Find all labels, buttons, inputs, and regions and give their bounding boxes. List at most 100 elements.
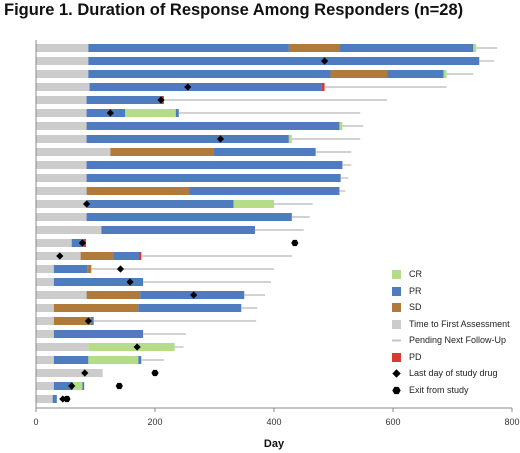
patient-row bbox=[36, 96, 388, 104]
segment-pr bbox=[82, 382, 85, 390]
patient-row bbox=[36, 265, 274, 273]
legend-hexagon-icon bbox=[392, 386, 401, 394]
patient-row bbox=[36, 200, 313, 208]
legend-swatch-shape bbox=[392, 303, 401, 312]
last-dose-marker bbox=[190, 291, 198, 299]
segment-tfa bbox=[36, 96, 87, 104]
legend-label: Time to First Assessment bbox=[409, 318, 510, 329]
segment-pr bbox=[88, 57, 480, 65]
legend-swatch-cr bbox=[392, 270, 401, 279]
legend-label: Pending Next Follow-Up bbox=[409, 335, 507, 345]
patient-row bbox=[36, 304, 258, 312]
last-dose-marker bbox=[84, 317, 92, 325]
exit-marker bbox=[63, 395, 71, 403]
segment-tfa bbox=[36, 343, 89, 351]
segment-cr bbox=[288, 135, 292, 143]
x-tick-label: 400 bbox=[266, 417, 281, 427]
patient-row bbox=[36, 356, 164, 364]
segment-pr bbox=[88, 70, 331, 78]
legend-label: SD bbox=[409, 302, 422, 312]
segment-pr bbox=[138, 304, 242, 312]
segment-sd bbox=[86, 187, 190, 195]
segment-sd bbox=[80, 252, 114, 260]
segment-cr bbox=[125, 109, 176, 117]
last-dose-marker bbox=[68, 382, 76, 390]
patient-row bbox=[36, 278, 272, 286]
legend-swatch-exit bbox=[392, 386, 401, 394]
last-dose-marker bbox=[320, 57, 329, 65]
segment-pr bbox=[86, 96, 161, 104]
figure-title: Figure 1. Duration of Response Among Res… bbox=[4, 1, 464, 19]
segment-pr bbox=[88, 44, 289, 52]
segment-tfa bbox=[36, 174, 87, 182]
patient-row bbox=[36, 291, 266, 299]
segment-pr bbox=[86, 161, 343, 169]
x-axis-title: Day bbox=[264, 438, 285, 450]
legend-swatch-shape bbox=[392, 270, 401, 279]
segment-pr bbox=[86, 200, 234, 208]
segment-tfa bbox=[36, 239, 72, 247]
segment-pr bbox=[71, 239, 84, 247]
segment-pr bbox=[89, 83, 322, 91]
segment-cr bbox=[72, 382, 83, 390]
segment-pr bbox=[86, 122, 340, 130]
last-dose-marker bbox=[106, 109, 114, 117]
segment-tfa bbox=[36, 291, 87, 299]
legend-swatch-sd bbox=[392, 303, 401, 312]
segment-sd bbox=[288, 44, 340, 52]
patient-row bbox=[36, 213, 310, 221]
patient-row bbox=[36, 330, 186, 338]
segment-pr bbox=[213, 148, 316, 156]
patient-row bbox=[36, 187, 346, 195]
patient-row bbox=[36, 70, 474, 78]
patient-row bbox=[36, 317, 257, 325]
x-tick-label: 200 bbox=[147, 417, 162, 427]
legend-swatch-shape bbox=[392, 286, 401, 296]
segment-tfa bbox=[36, 44, 89, 52]
segment-tfa bbox=[36, 161, 87, 169]
last-dose-marker bbox=[133, 343, 141, 351]
legend-label: PD bbox=[409, 351, 422, 362]
segment-tfa bbox=[36, 148, 111, 156]
segment-tfa bbox=[36, 57, 89, 65]
patient-row bbox=[36, 369, 103, 377]
patient-row bbox=[36, 226, 304, 234]
segment-pd bbox=[138, 252, 142, 260]
last-dose-marker bbox=[216, 135, 225, 143]
segment-tfa bbox=[36, 109, 87, 117]
legend-swatch-pr bbox=[392, 286, 401, 296]
x-axis: 0 200 400 600 800 Day bbox=[33, 40, 520, 450]
legend-label: CR bbox=[409, 269, 422, 279]
segment-tfa bbox=[36, 226, 102, 234]
segment-tfa bbox=[36, 70, 89, 78]
bar-area bbox=[36, 44, 498, 403]
patient-row bbox=[36, 57, 495, 65]
segment-tfa bbox=[36, 122, 87, 130]
segment-pr bbox=[138, 356, 142, 364]
segment-pr bbox=[175, 109, 179, 117]
segment-pr bbox=[90, 317, 94, 325]
segment-tfa bbox=[36, 382, 54, 390]
segment-cr bbox=[443, 70, 447, 78]
patient-row bbox=[36, 161, 352, 169]
segment-sd bbox=[110, 148, 214, 156]
segment-cr bbox=[88, 356, 139, 364]
patient-row bbox=[36, 135, 361, 143]
segment-tfa bbox=[36, 213, 87, 221]
legend-swatch-pd bbox=[392, 352, 401, 362]
segment-pr bbox=[53, 278, 144, 286]
last-dose-marker bbox=[126, 278, 134, 286]
last-dose-marker bbox=[116, 265, 125, 273]
segment-pr bbox=[53, 356, 89, 364]
patient-row bbox=[36, 174, 349, 182]
segment-pr bbox=[189, 187, 340, 195]
x-tick-label: 600 bbox=[385, 417, 400, 427]
x-tick-label: 0 bbox=[33, 417, 38, 427]
exit-marker bbox=[291, 239, 299, 247]
segment-pr bbox=[53, 330, 144, 338]
segment-tfa bbox=[36, 369, 103, 377]
segment-tfa bbox=[36, 278, 54, 286]
segment-cr bbox=[473, 44, 477, 52]
last-dose-marker bbox=[82, 200, 91, 208]
